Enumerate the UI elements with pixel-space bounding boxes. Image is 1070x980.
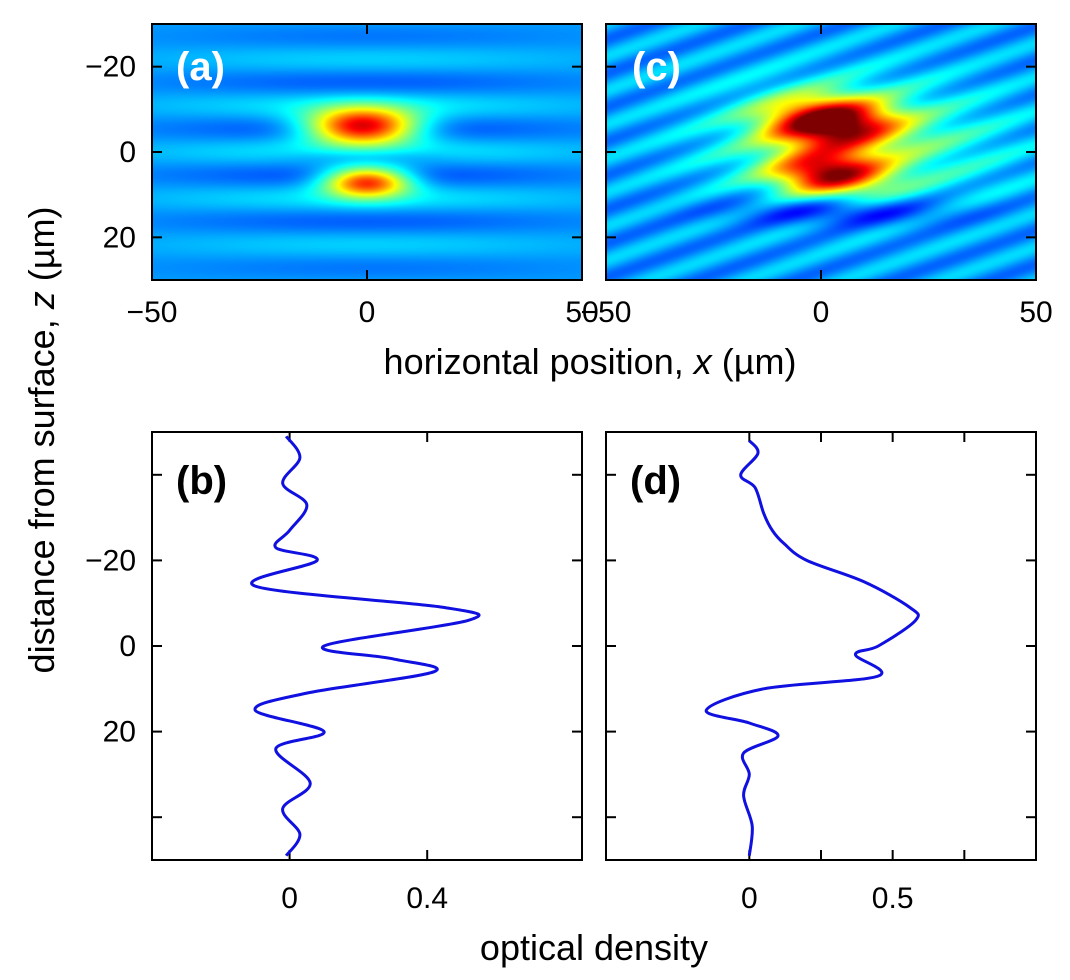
y-tick-label: 20 — [103, 716, 136, 749]
bottom-x-axis-title: optical density — [480, 927, 708, 968]
y-axis-title: distance from surface, z (µm) — [21, 207, 62, 674]
x-tick-label: 0 — [741, 882, 758, 915]
plot-d-ticks: 0 0.5 — [606, 432, 1036, 915]
y-tick-label: −20 — [85, 51, 136, 84]
panel-d: (d) 0 0.5 — [605, 431, 1037, 915]
top-x-axis-title-unit: (µm) — [712, 341, 797, 382]
y-tick-label: 20 — [103, 221, 136, 254]
x-tick-label: −50 — [581, 296, 632, 329]
x-tick-label: 50 — [1019, 296, 1052, 329]
panel-label-d: (d) — [630, 459, 681, 503]
x-tick-label: 0 — [281, 882, 298, 915]
heatmap-c-canvas-wrap — [606, 24, 1036, 280]
panel-label-a: (a) — [176, 45, 225, 89]
y-axis-title-var: z — [21, 291, 62, 310]
x-tick-label: 0.4 — [406, 882, 448, 915]
y-axis-title-unit: (µm) — [21, 207, 62, 292]
panel-label-c: (c) — [632, 45, 681, 89]
heatmap-a-ticks: −50 0 50 −20 0 20 — [85, 24, 599, 329]
x-tick-label: −50 — [127, 296, 178, 329]
x-tick-label: 0.5 — [872, 882, 914, 915]
plot-d-profile-line — [704, 439, 920, 856]
panel-a: (a) −50 0 50 −20 0 20 — [85, 23, 599, 329]
top-x-axis-title-prefix: horizontal position, — [384, 341, 694, 382]
heatmap-c-ticks: −50 0 50 — [581, 24, 1053, 329]
panel-label-b: (b) — [176, 459, 227, 503]
x-tick-label: 0 — [813, 296, 830, 329]
y-tick-label: 0 — [119, 136, 136, 169]
x-tick-label: 50 — [565, 296, 598, 329]
panel-b: (b) 0 0.4 −20 0 20 — [85, 431, 583, 915]
plot-b-ticks: 0 0.4 −20 0 20 — [85, 432, 582, 915]
top-x-axis-title: horizontal position, x (µm) — [384, 341, 797, 382]
panel-c: (c) −50 0 50 — [581, 23, 1053, 329]
plot-b-profile-line — [250, 435, 481, 857]
heatmap-c-image — [606, 24, 1036, 280]
heatmap-a-image — [152, 24, 582, 280]
heatmap-a-canvas-wrap — [152, 24, 582, 280]
top-x-axis-title-var: x — [692, 341, 714, 382]
y-tick-label: −20 — [85, 544, 136, 577]
y-tick-label: 0 — [119, 630, 136, 663]
y-axis-title-prefix: distance from surface, — [21, 309, 62, 673]
x-tick-label: 0 — [359, 296, 376, 329]
